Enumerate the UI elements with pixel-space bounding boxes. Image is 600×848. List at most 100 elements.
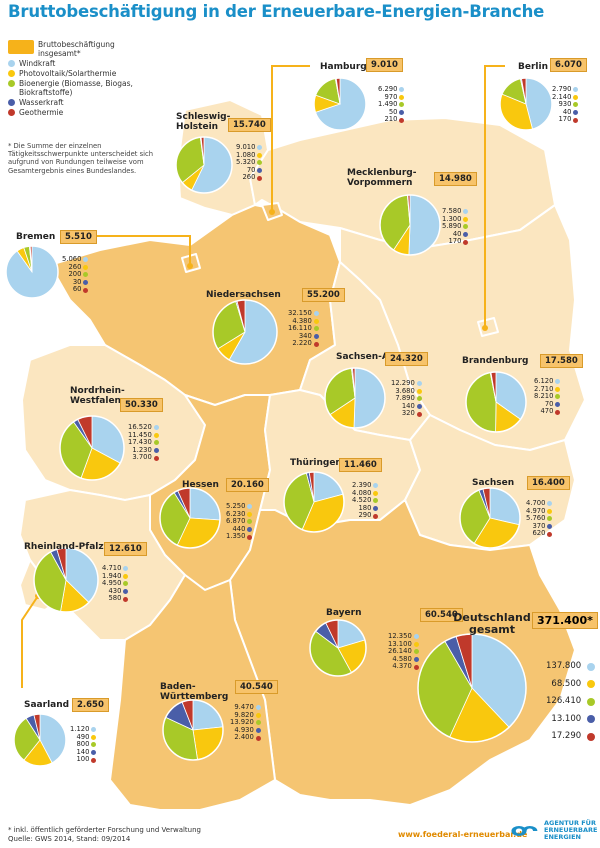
value-text: 60 bbox=[72, 285, 82, 294]
state-name-bremen: Bremen bbox=[16, 232, 56, 242]
state-total-rp: 12.610 bbox=[104, 542, 147, 556]
marker-berlin bbox=[482, 325, 488, 331]
solar-dot-icon bbox=[416, 388, 422, 394]
value-text: 2.710 bbox=[534, 384, 554, 393]
bio-dot-icon bbox=[416, 396, 422, 402]
value-text: 5.060 bbox=[62, 255, 82, 263]
state-values-hamburg: 6.290 970 1.490 50 210 bbox=[378, 85, 405, 124]
state-name-st: Sachsen-Anhalt bbox=[336, 352, 416, 362]
legend-label: Windkraft bbox=[19, 59, 56, 68]
value-text: 13.100 bbox=[551, 713, 582, 724]
state-total-hamburg: 9.010 bbox=[366, 58, 403, 72]
value-text: 4.370 bbox=[392, 662, 412, 671]
leader-hamburg bbox=[271, 65, 310, 212]
solar-dot-icon bbox=[83, 264, 89, 270]
geo-dot-icon bbox=[91, 757, 97, 763]
state-name-bb: Brandenburg bbox=[462, 356, 529, 366]
value-text: 5.250 bbox=[226, 502, 246, 510]
state-name-berlin: Berlin bbox=[518, 62, 548, 72]
water-dot-icon bbox=[153, 448, 159, 454]
value-row: 430 bbox=[102, 586, 129, 596]
value-row: 5.890 bbox=[442, 223, 469, 231]
value-text: 13.100 bbox=[388, 639, 412, 648]
state-total-nds: 55.200 bbox=[302, 288, 345, 302]
value-row: 4.950 bbox=[102, 580, 129, 588]
pie-outline-hamburg bbox=[313, 77, 367, 131]
state-name-by: Bayern bbox=[326, 608, 362, 618]
value-row: 290 bbox=[352, 512, 379, 520]
state-values-st: 12.290 3.680 7.890 140 320 bbox=[391, 379, 422, 418]
value-row: 13.100 bbox=[388, 639, 419, 649]
value-text: 4.520 bbox=[352, 496, 372, 505]
value-row: 26.140 bbox=[388, 648, 419, 656]
value-text: 200 bbox=[68, 270, 82, 279]
solar-dot-icon bbox=[313, 318, 319, 324]
value-row: 470 bbox=[534, 408, 561, 416]
state-name-bw: Baden-Württemberg bbox=[160, 682, 229, 702]
state-name-he: Hessen bbox=[182, 480, 219, 490]
value-row: 180 bbox=[352, 504, 379, 513]
value-row: 3.680 bbox=[391, 387, 422, 396]
value-row: 9.820 bbox=[230, 711, 261, 720]
value-row: 4.080 bbox=[352, 489, 379, 498]
water-dot-icon bbox=[83, 280, 89, 286]
value-text: 50 bbox=[388, 107, 398, 116]
value-text: 4.380 bbox=[292, 316, 312, 325]
wind-dot-icon bbox=[257, 145, 263, 151]
pie-germany bbox=[417, 633, 527, 743]
wind-dot-icon bbox=[413, 634, 419, 640]
water-dot-icon bbox=[313, 334, 319, 340]
pie-outline-by bbox=[309, 619, 367, 677]
water-dot-icon bbox=[416, 404, 422, 410]
value-row: 5.320 bbox=[236, 159, 263, 167]
bio-dot-icon bbox=[255, 720, 261, 726]
value-text: 1.350 bbox=[226, 532, 246, 541]
value-text: 4.930 bbox=[234, 725, 254, 734]
state-total-bw: 40.540 bbox=[235, 680, 278, 694]
solar-dot-icon bbox=[257, 152, 263, 158]
legend-total: Bruttobeschäftigung insgesamt* bbox=[8, 40, 139, 58]
value-row: 260 bbox=[62, 263, 89, 272]
value-text: 26.140 bbox=[388, 647, 412, 656]
state-total-by: 60.540 bbox=[420, 608, 463, 622]
value-text: 12.290 bbox=[391, 379, 415, 387]
value-text: 1.490 bbox=[378, 100, 398, 109]
bio-dot-icon bbox=[413, 649, 419, 655]
state-values-by: 12.350 13.100 26.140 4.580 4.370 bbox=[388, 632, 419, 671]
value-row: 30 bbox=[62, 278, 89, 287]
legend-label: Geothermie bbox=[19, 108, 64, 117]
wind-dot-icon bbox=[399, 87, 405, 93]
value-text: 430 bbox=[108, 586, 122, 595]
water-dot-icon bbox=[91, 750, 97, 756]
state-values-mv: 7.580 1.300 5.890 40 170 bbox=[442, 207, 469, 246]
bio-dot-icon bbox=[123, 581, 129, 587]
state-name-sn: Sachsen bbox=[472, 478, 515, 488]
geo-dot-icon bbox=[247, 534, 253, 540]
pie-outline-st bbox=[324, 367, 386, 429]
wind-dot-icon bbox=[573, 87, 579, 93]
bio-dot-icon bbox=[313, 326, 319, 332]
value-row: 490 bbox=[70, 733, 97, 742]
value-row: 100 bbox=[70, 756, 97, 764]
legend-item-bio: Bioenergie (Biomasse, Biogas, Biokraftst… bbox=[8, 79, 139, 97]
solar-dot-icon bbox=[8, 70, 15, 77]
water-dot-icon bbox=[247, 527, 253, 533]
value-row: 8.210 bbox=[534, 393, 561, 401]
state-values-he: 5.250 6.230 6.870 440 1.350 bbox=[226, 502, 253, 541]
state-total-mv: 14.980 bbox=[434, 172, 477, 186]
state-total-sh: 15.740 bbox=[228, 118, 271, 132]
value-text: 6.120 bbox=[534, 377, 554, 385]
value-row: 200 bbox=[62, 270, 89, 279]
value-row: 32.150 bbox=[288, 309, 319, 318]
bio-dot-icon bbox=[247, 519, 253, 525]
value-text: 2.400 bbox=[234, 733, 254, 742]
value-row: 13.920 bbox=[230, 719, 261, 727]
legend-label: Bioenergie (Biomasse, Biogas, Biokraftst… bbox=[19, 79, 133, 97]
pie-outline-sh bbox=[175, 136, 233, 194]
value-text: 340 bbox=[298, 331, 312, 340]
value-text: 7.890 bbox=[395, 394, 415, 403]
bio-dot-icon bbox=[373, 498, 379, 504]
state-values-th: 2.390 4.080 4.520 180 290 bbox=[352, 481, 379, 520]
value-text: 4.580 bbox=[392, 654, 412, 663]
website-link[interactable]: www.foederal-erneuerbar.de bbox=[398, 830, 528, 839]
